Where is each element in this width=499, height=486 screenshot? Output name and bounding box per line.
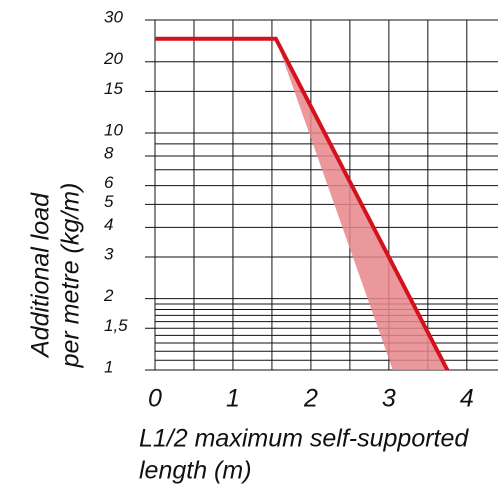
y-tick-label: 8 xyxy=(104,143,114,162)
x-axis-label: L1/2 maximum self-supported xyxy=(139,425,469,453)
x-axis-label: length (m) xyxy=(139,457,252,485)
x-tick-label: 1 xyxy=(226,385,240,413)
y-tick-label: 1,5 xyxy=(104,316,128,335)
y-tick-label: 20 xyxy=(103,49,123,68)
y-tick-label: 2 xyxy=(103,286,114,305)
y-tick-label: 6 xyxy=(104,173,114,192)
y-tick-label: 3 xyxy=(104,244,114,263)
x-tick-label: 0 xyxy=(148,385,162,413)
y-tick-label: 4 xyxy=(104,215,113,234)
y-axis-label: Additional load xyxy=(27,192,55,359)
y-tick-label: 5 xyxy=(104,192,114,211)
y-tick-label: 15 xyxy=(104,79,123,98)
y-tick-label: 10 xyxy=(104,121,123,140)
x-tick-label: 4 xyxy=(460,385,474,413)
line xyxy=(155,36,450,371)
x-tick-label: 3 xyxy=(382,385,396,413)
x-tick-label: 2 xyxy=(303,385,318,413)
y-tick-label: 1 xyxy=(104,357,113,376)
y-tick-label: 30 xyxy=(104,7,123,26)
y-axis-label: per metre (kg/m) xyxy=(57,183,85,369)
